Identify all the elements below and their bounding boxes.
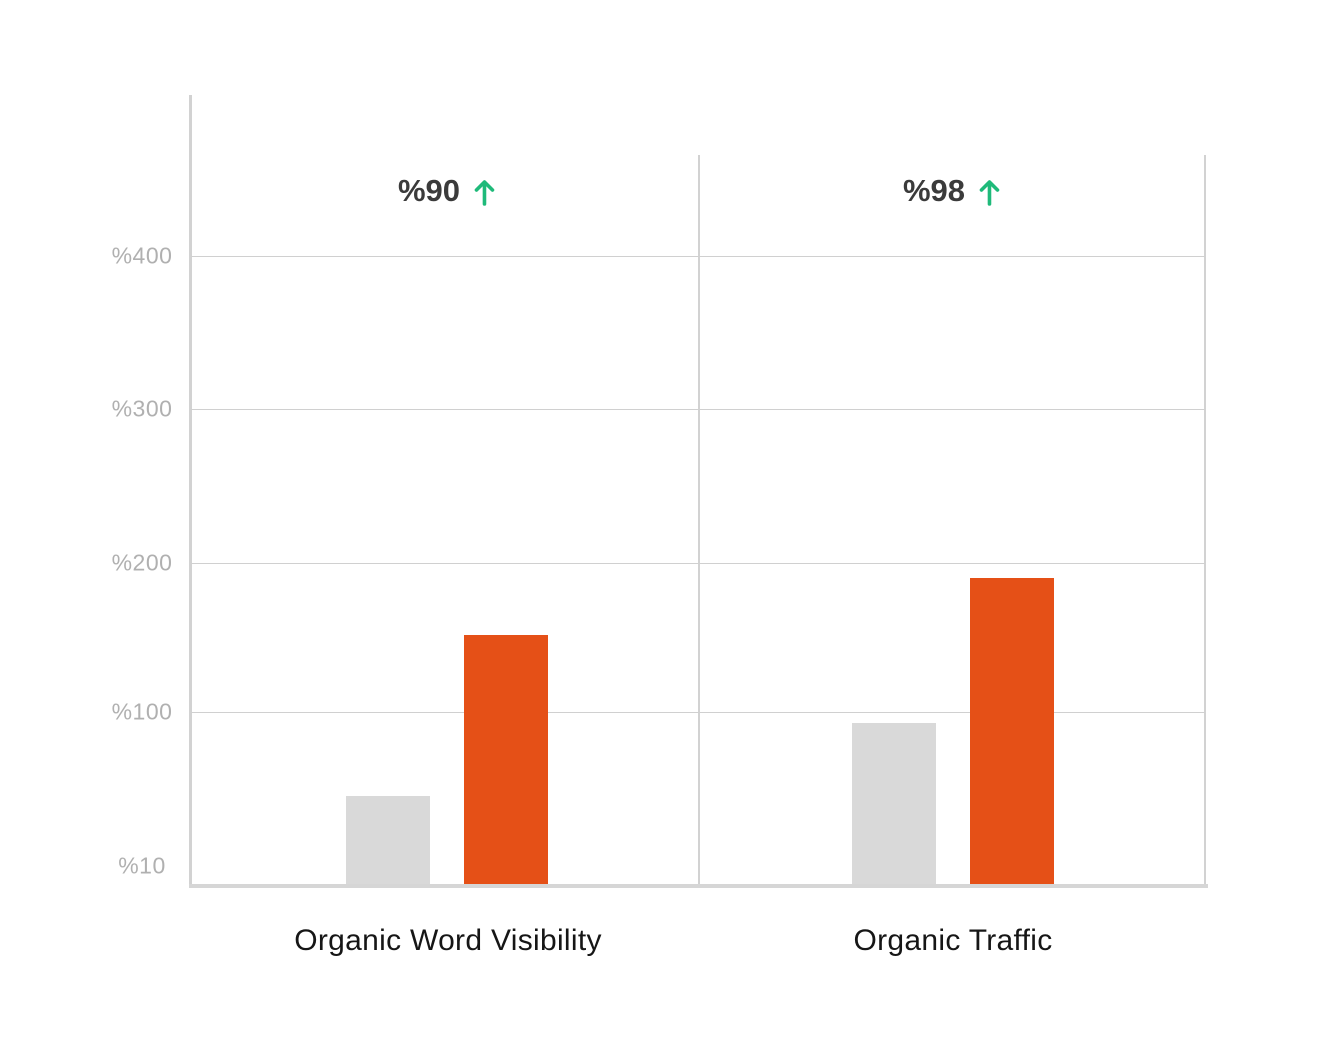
plot-right-border [1204, 155, 1206, 888]
y-tick-label: %100 [111, 698, 173, 725]
bar-orange-organic-word-visibility [464, 634, 548, 884]
grid-line-300 [191, 408, 1205, 410]
category-label-word-visibility: Organic Word Visibility [294, 924, 602, 957]
bar-gray-organic-word-visibility [346, 796, 430, 884]
annotation-label: %90 [397, 173, 461, 208]
y-tick-label: %400 [111, 242, 173, 269]
category-label-traffic: Organic Traffic [853, 924, 1053, 957]
grid-line-100 [191, 711, 1205, 713]
x-axis-line [189, 884, 1208, 888]
y-tick-label: %300 [111, 395, 173, 422]
bar-orange-organic-traffic [970, 577, 1054, 884]
arrow-up-icon [474, 179, 495, 206]
annotation-label: %98 [902, 173, 966, 208]
y-tick-label: %200 [111, 549, 173, 576]
annotation-word-visibility: %90 [398, 173, 496, 209]
group-divider-line [698, 155, 700, 888]
y-axis-line [189, 95, 192, 888]
y-tick-label: %10 [118, 852, 166, 879]
arrow-up-icon [979, 179, 1000, 206]
grid-line-200 [191, 562, 1205, 564]
bar-gray-organic-traffic [852, 723, 936, 884]
grid-line-400 [191, 255, 1205, 257]
annotation-traffic: %98 [903, 173, 1001, 209]
